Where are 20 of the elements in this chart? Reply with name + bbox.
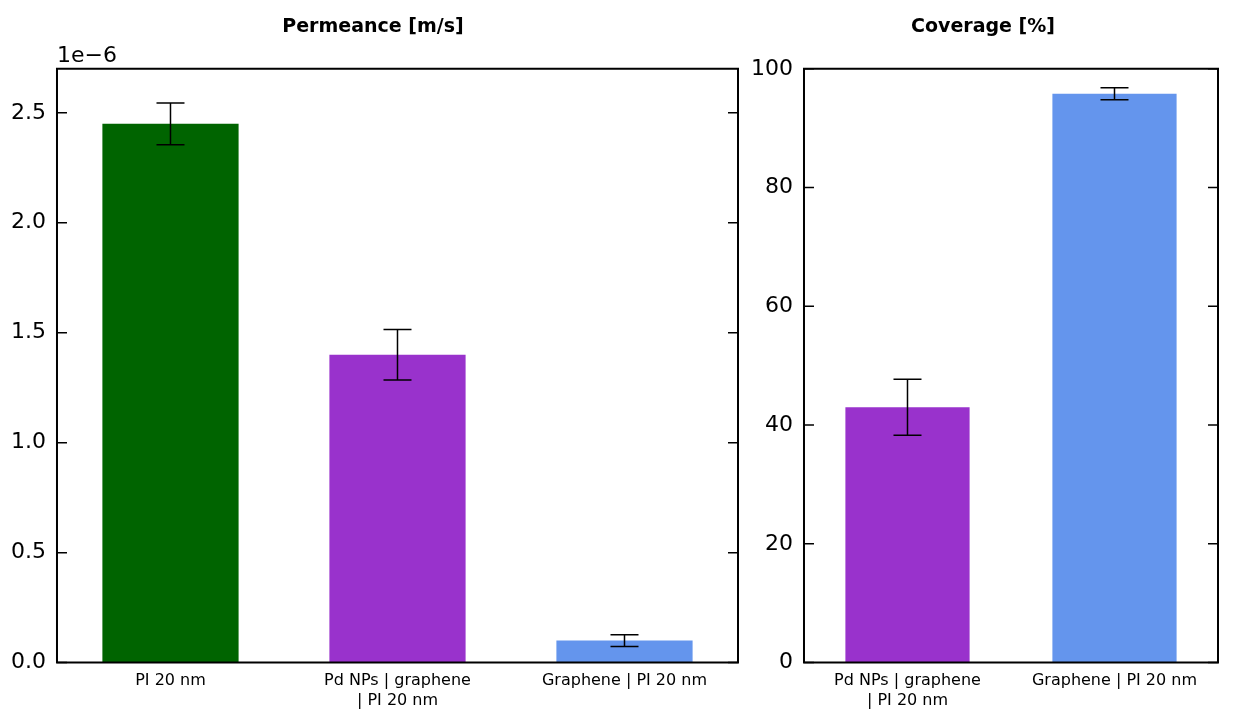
y-tick-label: 0: [778, 648, 793, 674]
y-tick-label: 1.5: [10, 318, 46, 344]
y-tick-label: 100: [750, 54, 793, 80]
chart-title: Permeance [m/s]: [282, 14, 464, 37]
x-tick-label: Pd NPs | graphene | PI 20 nm: [834, 670, 981, 709]
y-tick-label: 2.0: [10, 208, 46, 234]
y-tick-label: 80: [764, 173, 793, 199]
x-tick-label: Graphene | PI 20 nm: [541, 670, 708, 690]
y-tick-label: 2.5: [10, 98, 46, 124]
text: 1e−6: [56, 41, 117, 67]
y-tick-label: 0.0: [10, 648, 46, 674]
chart-title: Coverage [%]: [911, 14, 1055, 37]
x-tick-label: PI 20 nm: [135, 670, 206, 690]
x-tick-label: Pd NPs | graphene | PI 20 nm: [324, 670, 471, 709]
y-tick-label: 60: [764, 292, 793, 318]
y-tick-label: 40: [764, 410, 793, 436]
x-tick-label: Graphene | PI 20 nm: [1031, 670, 1198, 690]
y-tick-label: 0.5: [10, 538, 46, 564]
y-tick-label: 1.0: [10, 428, 46, 454]
y-tick-label: 20: [764, 529, 793, 555]
